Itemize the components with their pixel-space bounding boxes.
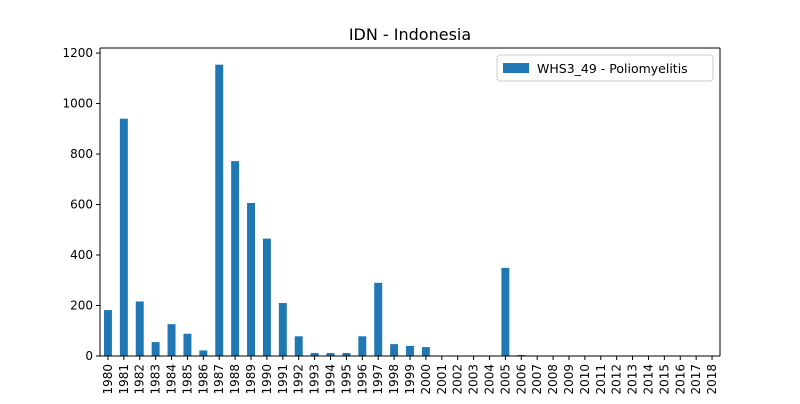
x-tick-label-2006: 2006 xyxy=(514,364,528,395)
x-tick-label-2016: 2016 xyxy=(673,364,687,395)
x-tick-label-2002: 2002 xyxy=(451,364,465,395)
x-tick-label-1996: 1996 xyxy=(355,364,369,395)
y-tick-label-1000: 1000 xyxy=(62,97,93,111)
bar-2006 xyxy=(517,354,526,356)
y-tick-label-600: 600 xyxy=(70,198,93,212)
bar-1995 xyxy=(342,352,351,356)
x-tick-label-1982: 1982 xyxy=(133,364,147,395)
legend: WHS3_49 - Poliomyelitis xyxy=(496,54,714,82)
x-tick-label-2005: 2005 xyxy=(498,364,512,395)
x-tick-label-2012: 2012 xyxy=(610,364,624,395)
bar-1999 xyxy=(406,345,414,356)
x-tick-label-1993: 1993 xyxy=(308,364,322,395)
x-tick-label-2010: 2010 xyxy=(578,364,592,395)
x-tick-label-1998: 1998 xyxy=(387,364,401,395)
bar-1998 xyxy=(390,344,399,356)
bar-1993 xyxy=(310,352,319,356)
x-tick-label-1980: 1980 xyxy=(101,364,115,395)
x-tick-label-2017: 2017 xyxy=(689,364,703,395)
bar-1988 xyxy=(231,161,240,356)
legend-swatch-0 xyxy=(503,63,529,73)
x-tick-label-1994: 1994 xyxy=(324,364,338,395)
y-tick-label-400: 400 xyxy=(70,248,93,262)
chart-title: IDN - Indonesia xyxy=(349,25,471,44)
x-tick-label-1992: 1992 xyxy=(292,364,306,395)
bar-1989 xyxy=(247,203,255,356)
bar-1980 xyxy=(103,310,112,356)
bar-1994 xyxy=(326,352,335,356)
y-tick-label-200: 200 xyxy=(70,299,93,313)
bar-1982 xyxy=(135,301,144,356)
bar-1985 xyxy=(183,333,192,356)
bar-1990 xyxy=(262,238,271,356)
x-tick-label-1989: 1989 xyxy=(244,364,258,395)
x-tick-label-1997: 1997 xyxy=(371,364,385,395)
x-tick-label-2000: 2000 xyxy=(419,364,433,395)
x-tick-label-1985: 1985 xyxy=(180,364,194,395)
x-tick-label-2014: 2014 xyxy=(641,364,655,395)
x-tick-label-1983: 1983 xyxy=(149,364,163,395)
x-tick-label-2009: 2009 xyxy=(562,364,576,395)
bar-1991 xyxy=(278,302,287,356)
x-tick-label-2004: 2004 xyxy=(482,364,496,395)
x-tick-label-2003: 2003 xyxy=(467,364,481,395)
x-tick-label-1999: 1999 xyxy=(403,364,417,395)
x-tick-label-2015: 2015 xyxy=(657,364,671,395)
x-tick-label-1984: 1984 xyxy=(165,364,179,395)
x-tick-label-2008: 2008 xyxy=(546,364,560,395)
x-tick-label-1995: 1995 xyxy=(339,364,353,395)
x-tick-label-2018: 2018 xyxy=(705,364,719,395)
x-tick-label-1986: 1986 xyxy=(196,364,210,395)
legend-label-0: WHS3_49 - Poliomyelitis xyxy=(537,61,688,76)
bar-1987 xyxy=(215,64,224,356)
bar-1992 xyxy=(294,336,303,356)
legend-box xyxy=(496,54,714,82)
y-tick-label-800: 800 xyxy=(70,147,93,161)
x-tick-label-2013: 2013 xyxy=(626,364,640,395)
x-tick-label-1990: 1990 xyxy=(260,364,274,395)
bar-2000 xyxy=(421,347,430,356)
x-tick-label-1981: 1981 xyxy=(117,364,131,395)
bar-1981 xyxy=(119,118,128,356)
y-tick-label-0: 0 xyxy=(85,349,93,363)
bar-1996 xyxy=(358,336,367,356)
bar-1997 xyxy=(374,282,383,356)
x-tick-label-1991: 1991 xyxy=(276,364,290,395)
x-tick-label-2011: 2011 xyxy=(594,364,608,395)
x-tick-label-2001: 2001 xyxy=(435,364,449,395)
x-tick-label-2007: 2007 xyxy=(530,364,544,395)
y-tick-label-1200: 1200 xyxy=(62,46,93,60)
bar-2005 xyxy=(501,267,510,356)
x-tick-label-1987: 1987 xyxy=(212,364,226,395)
bar-1984 xyxy=(167,324,176,356)
x-tick-label-1988: 1988 xyxy=(228,364,242,395)
bar-1983 xyxy=(151,342,160,356)
bar-1986 xyxy=(199,350,208,356)
